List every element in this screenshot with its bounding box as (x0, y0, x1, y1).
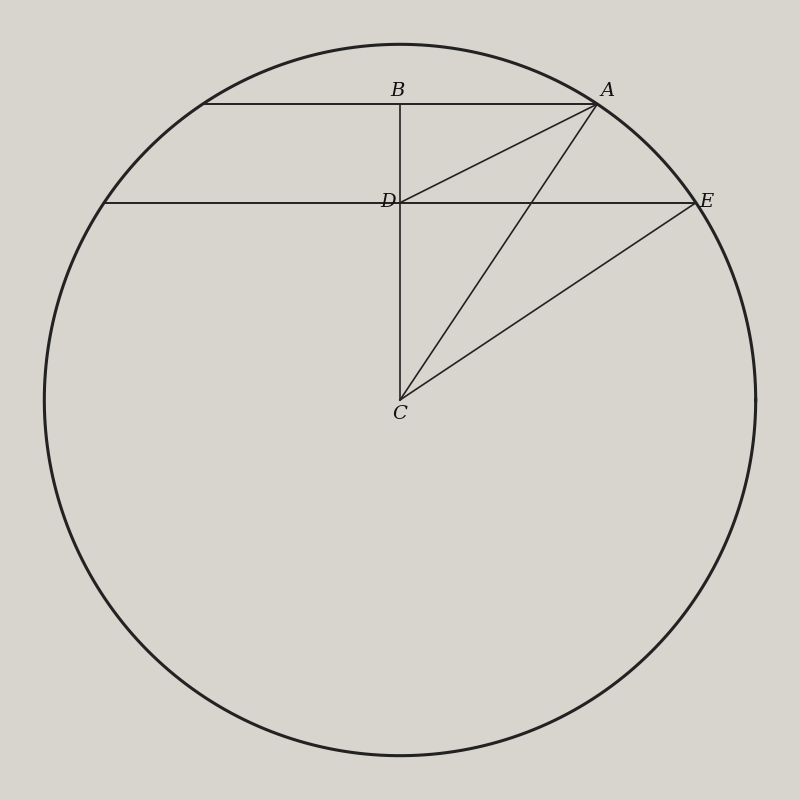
Text: D: D (381, 193, 396, 211)
Text: A: A (601, 82, 614, 100)
Text: E: E (699, 193, 714, 211)
Text: C: C (392, 405, 406, 422)
Text: B: B (390, 82, 405, 100)
